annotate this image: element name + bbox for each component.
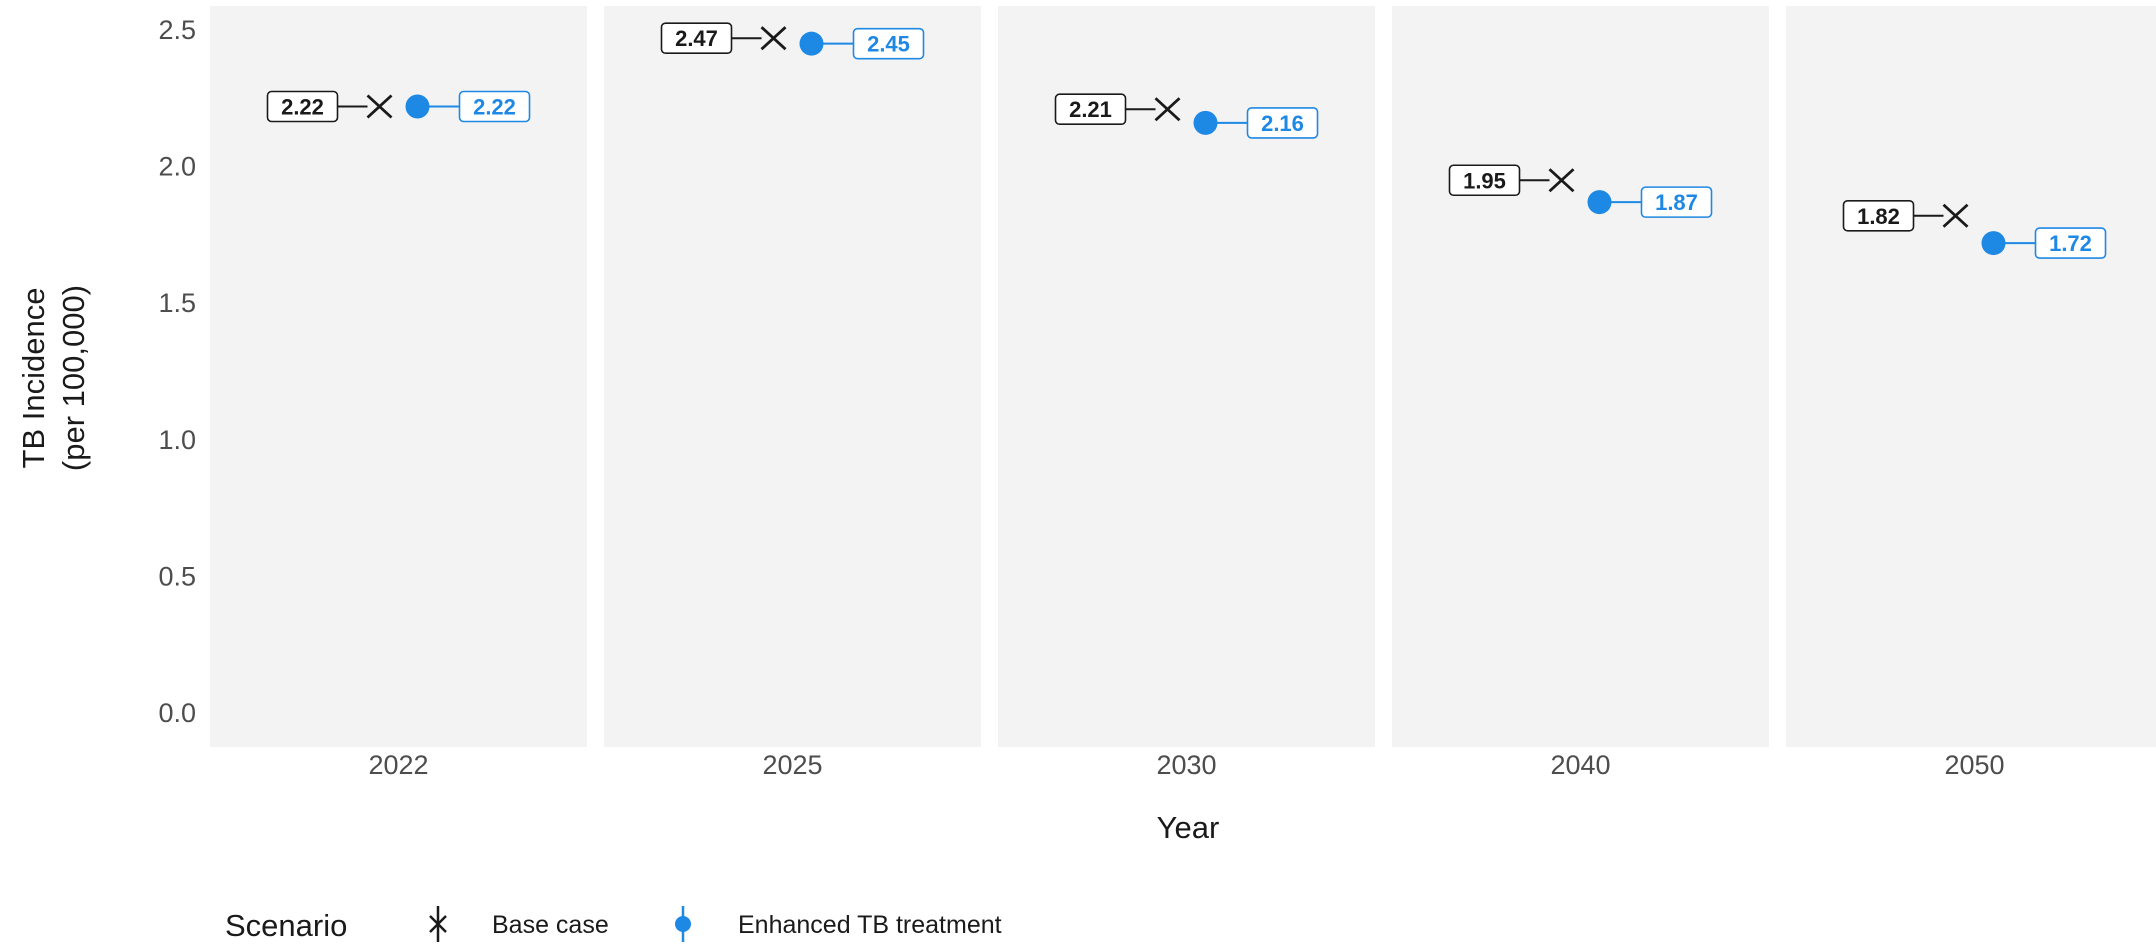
enhanced-point <box>1587 190 1612 215</box>
base-data-label-box <box>660 22 733 54</box>
y-tick-label: 1.0 <box>158 425 196 455</box>
legend-label-base: Base case <box>492 911 609 939</box>
facet-panel <box>604 6 981 747</box>
enhanced-data-label-box <box>852 27 925 60</box>
enhanced-point <box>1193 110 1218 135</box>
base-point <box>760 26 787 51</box>
base-point-stroke-b <box>760 26 787 51</box>
base-data-label-box <box>1448 164 1521 197</box>
x-axis-title: Year <box>1157 810 1220 845</box>
y-axis-title-line1: TB Incidence <box>16 288 51 469</box>
facet-panel <box>210 6 587 747</box>
facet-panel <box>998 6 1375 747</box>
legend-key-enhanced <box>675 906 691 942</box>
base-point-stroke-b <box>366 94 393 119</box>
y-tick-label: 2.0 <box>158 152 196 182</box>
legend-key-base-cross-b <box>429 915 447 933</box>
x-tick-label: 2030 <box>1156 750 1216 780</box>
enhanced-data-label: 2.16 <box>1261 111 1304 136</box>
base-point-stroke-b <box>1942 203 1969 228</box>
facet-panels <box>210 6 2156 747</box>
base-data-label-box <box>1054 93 1127 126</box>
x-tick-label: 2022 <box>368 750 428 780</box>
base-data-label: 1.82 <box>1857 204 1900 229</box>
base-point-stroke-b <box>1548 168 1575 193</box>
base-data-label: 2.21 <box>1069 97 1112 122</box>
base-data-label-box <box>1842 199 1915 232</box>
y-axis-title: TB Incidence (per 100,000) <box>16 285 91 471</box>
base-data-label: 2.22 <box>281 94 324 119</box>
y-tick-label: 1.5 <box>158 288 196 318</box>
chart-marks: 2.22 2.22 2.47 2.45 2.21 2.16 1.95 1.87 1.82 1.72 <box>266 22 2107 259</box>
legend-title: Scenario <box>225 908 347 943</box>
facet-panel <box>1786 6 2156 747</box>
enhanced-data-label: 1.87 <box>1655 190 1698 215</box>
enhanced-data-label: 2.22 <box>473 94 516 119</box>
base-point <box>366 94 393 119</box>
enhanced-data-label-box <box>1640 186 1713 218</box>
x-tick-label: 2050 <box>1944 750 2004 780</box>
y-axis-title-line2: (per 100,000) <box>56 285 91 471</box>
y-tick-label: 0.0 <box>158 698 196 728</box>
y-tick-label: 0.5 <box>158 561 196 591</box>
x-tick-label: 2040 <box>1550 750 1610 780</box>
facet-panel <box>1392 6 1769 747</box>
enhanced-data-label-box <box>458 90 531 123</box>
legend-key-base <box>429 906 447 942</box>
enhanced-data-label-box <box>2034 227 2107 259</box>
enhanced-data-label: 1.72 <box>2049 231 2092 256</box>
y-tick-label: 2.5 <box>158 15 196 45</box>
enhanced-point <box>405 94 430 119</box>
legend: Scenario Base case Enhanced TB treatment <box>225 906 1002 943</box>
enhanced-point <box>799 31 824 56</box>
y-axis: 0.0 0.5 1.0 1.5 2.0 2.5 <box>158 15 196 728</box>
x-axis: 2022 2025 2030 2040 2050 <box>368 750 2004 780</box>
base-point <box>1942 203 1969 228</box>
base-point <box>1154 97 1181 122</box>
legend-key-enhanced-dot <box>675 916 691 932</box>
base-data-label: 1.95 <box>1463 168 1506 193</box>
enhanced-point <box>1981 231 2006 256</box>
legend-label-enhanced: Enhanced TB treatment <box>738 911 1002 939</box>
base-data-label-box <box>266 90 339 123</box>
base-point <box>1548 168 1575 193</box>
base-point-stroke-b <box>1154 97 1181 122</box>
x-tick-label: 2025 <box>762 750 822 780</box>
enhanced-data-label: 2.45 <box>867 32 910 57</box>
base-data-label: 2.47 <box>675 26 718 51</box>
enhanced-data-label-box <box>1246 107 1319 139</box>
